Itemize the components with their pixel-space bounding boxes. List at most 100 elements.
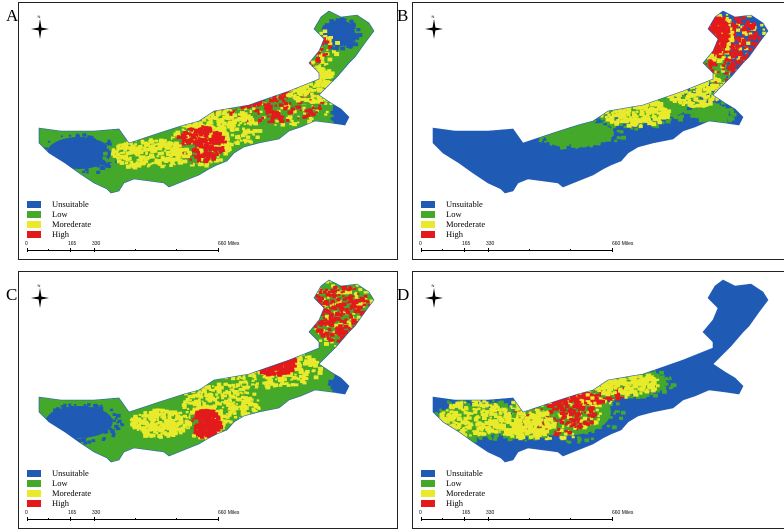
- scale-tick-label: 660 Miles: [218, 510, 240, 516]
- north-label: N: [38, 283, 41, 288]
- panel-label-a: A: [6, 6, 19, 25]
- region-base: [433, 11, 768, 193]
- legend-swatch: [27, 210, 41, 218]
- scale-tick-label: 330: [486, 241, 495, 247]
- scale-bar: 0 165 330 660 Miles: [418, 241, 633, 255]
- north-arrow-icon: N: [29, 282, 51, 313]
- north-label: N: [432, 14, 435, 19]
- map-panel-c: N Unsuitable Low Morederate High 0 165 330 660 M…: [18, 271, 398, 529]
- legend-label: High: [52, 498, 69, 508]
- legend-swatch: [27, 499, 41, 507]
- north-arrow-icon: N: [423, 282, 445, 313]
- map-legend: Unsuitable Low Morederate High: [27, 468, 91, 508]
- legend-label: High: [446, 498, 463, 508]
- region-outline: [432, 279, 769, 463]
- scale-bar: 0 165 330 660 Miles: [24, 241, 239, 255]
- legend-label: Morederate: [446, 488, 486, 498]
- suitability-map: [38, 279, 375, 463]
- legend-swatch: [27, 489, 41, 497]
- panel-label-d: D: [397, 285, 410, 304]
- legend-swatch: [421, 479, 435, 487]
- legend-item: Unsuitable: [421, 199, 485, 209]
- map-legend: Unsuitable Low Morederate High: [27, 199, 91, 239]
- scale-tick-label: 165: [68, 510, 77, 516]
- region-fill: [39, 280, 374, 462]
- region-outline: [38, 10, 375, 194]
- legend-label: High: [446, 229, 463, 239]
- region-outline: [38, 279, 375, 463]
- scale-tick-label: 0: [419, 510, 422, 516]
- legend-swatch: [421, 200, 435, 208]
- map-legend: Unsuitable Low Morederate High: [421, 468, 485, 508]
- legend-label: Low: [446, 478, 462, 488]
- legend-item: High: [421, 229, 485, 239]
- legend-item: Morederate: [27, 488, 91, 498]
- legend-swatch: [27, 200, 41, 208]
- legend-item: Low: [27, 478, 91, 488]
- legend-item: Morederate: [421, 219, 485, 229]
- legend-label: High: [52, 229, 69, 239]
- legend-swatch: [27, 479, 41, 487]
- legend-swatch: [421, 469, 435, 477]
- legend-swatch: [421, 230, 435, 238]
- scale-bar: 0 165 330 660 Miles: [418, 510, 633, 524]
- legend-swatch: [27, 220, 41, 228]
- legend-label: Unsuitable: [446, 468, 483, 478]
- legend-label: Low: [446, 209, 462, 219]
- north-label: N: [432, 283, 435, 288]
- legend-swatch: [421, 210, 435, 218]
- legend-item: Low: [27, 209, 91, 219]
- panel-label-c: C: [6, 285, 18, 304]
- panel-label-b: B: [397, 6, 409, 25]
- scale-tick-label: 660 Miles: [218, 241, 240, 247]
- legend-swatch: [421, 220, 435, 228]
- scale-tick-label: 165: [462, 241, 471, 247]
- scale-tick-label: 330: [92, 510, 101, 516]
- legend-label: Morederate: [52, 219, 92, 229]
- region-fill: [433, 11, 768, 193]
- scale-tick-label: 330: [92, 241, 101, 247]
- region-fill: [39, 11, 374, 193]
- scale-tick-label: 165: [68, 241, 77, 247]
- legend-label: Unsuitable: [446, 199, 483, 209]
- legend-label: Low: [52, 478, 68, 488]
- legend-label: Morederate: [52, 488, 92, 498]
- scale-tick-label: 0: [25, 510, 28, 516]
- north-arrow-icon: N: [423, 13, 445, 44]
- legend-item: Unsuitable: [27, 199, 91, 209]
- legend-swatch: [27, 469, 41, 477]
- scale-tick-label: 0: [419, 241, 422, 247]
- legend-swatch: [421, 499, 435, 507]
- region-outline: [432, 10, 769, 194]
- legend-item: High: [27, 498, 91, 508]
- legend-label: Low: [52, 209, 68, 219]
- suitability-map: [38, 10, 375, 194]
- map-panel-a: N Unsuitable Low Morederate High 0 165 330 660 M…: [18, 2, 398, 260]
- legend-label: Unsuitable: [52, 468, 89, 478]
- suitability-map: [432, 279, 769, 463]
- map-panel-b: N Unsuitable Low Morederate High 0 165 330 660 M…: [412, 2, 784, 260]
- scale-tick-label: 0: [25, 241, 28, 247]
- region-base: [39, 280, 374, 462]
- scale-tick-label: 660 Miles: [612, 510, 634, 516]
- legend-item: Morederate: [27, 219, 91, 229]
- legend-label: Morederate: [446, 219, 486, 229]
- legend-item: Unsuitable: [27, 468, 91, 478]
- legend-swatch: [421, 489, 435, 497]
- legend-item: Morederate: [421, 488, 485, 498]
- map-legend: Unsuitable Low Morederate High: [421, 199, 485, 239]
- legend-item: High: [421, 498, 485, 508]
- scale-bar: 0 165 330 660 Miles: [24, 510, 239, 524]
- suitability-map: [432, 10, 769, 194]
- legend-item: Low: [421, 478, 485, 488]
- map-panel-d: N Unsuitable Low Morederate High 0 165 330 660 M…: [412, 271, 784, 529]
- north-arrow-icon: N: [29, 13, 51, 44]
- scale-tick-label: 660 Miles: [612, 241, 634, 247]
- north-label: N: [38, 14, 41, 19]
- legend-item: High: [27, 229, 91, 239]
- legend-swatch: [27, 230, 41, 238]
- legend-item: Unsuitable: [421, 468, 485, 478]
- scale-tick-label: 165: [462, 510, 471, 516]
- legend-label: Unsuitable: [52, 199, 89, 209]
- legend-item: Low: [421, 209, 485, 219]
